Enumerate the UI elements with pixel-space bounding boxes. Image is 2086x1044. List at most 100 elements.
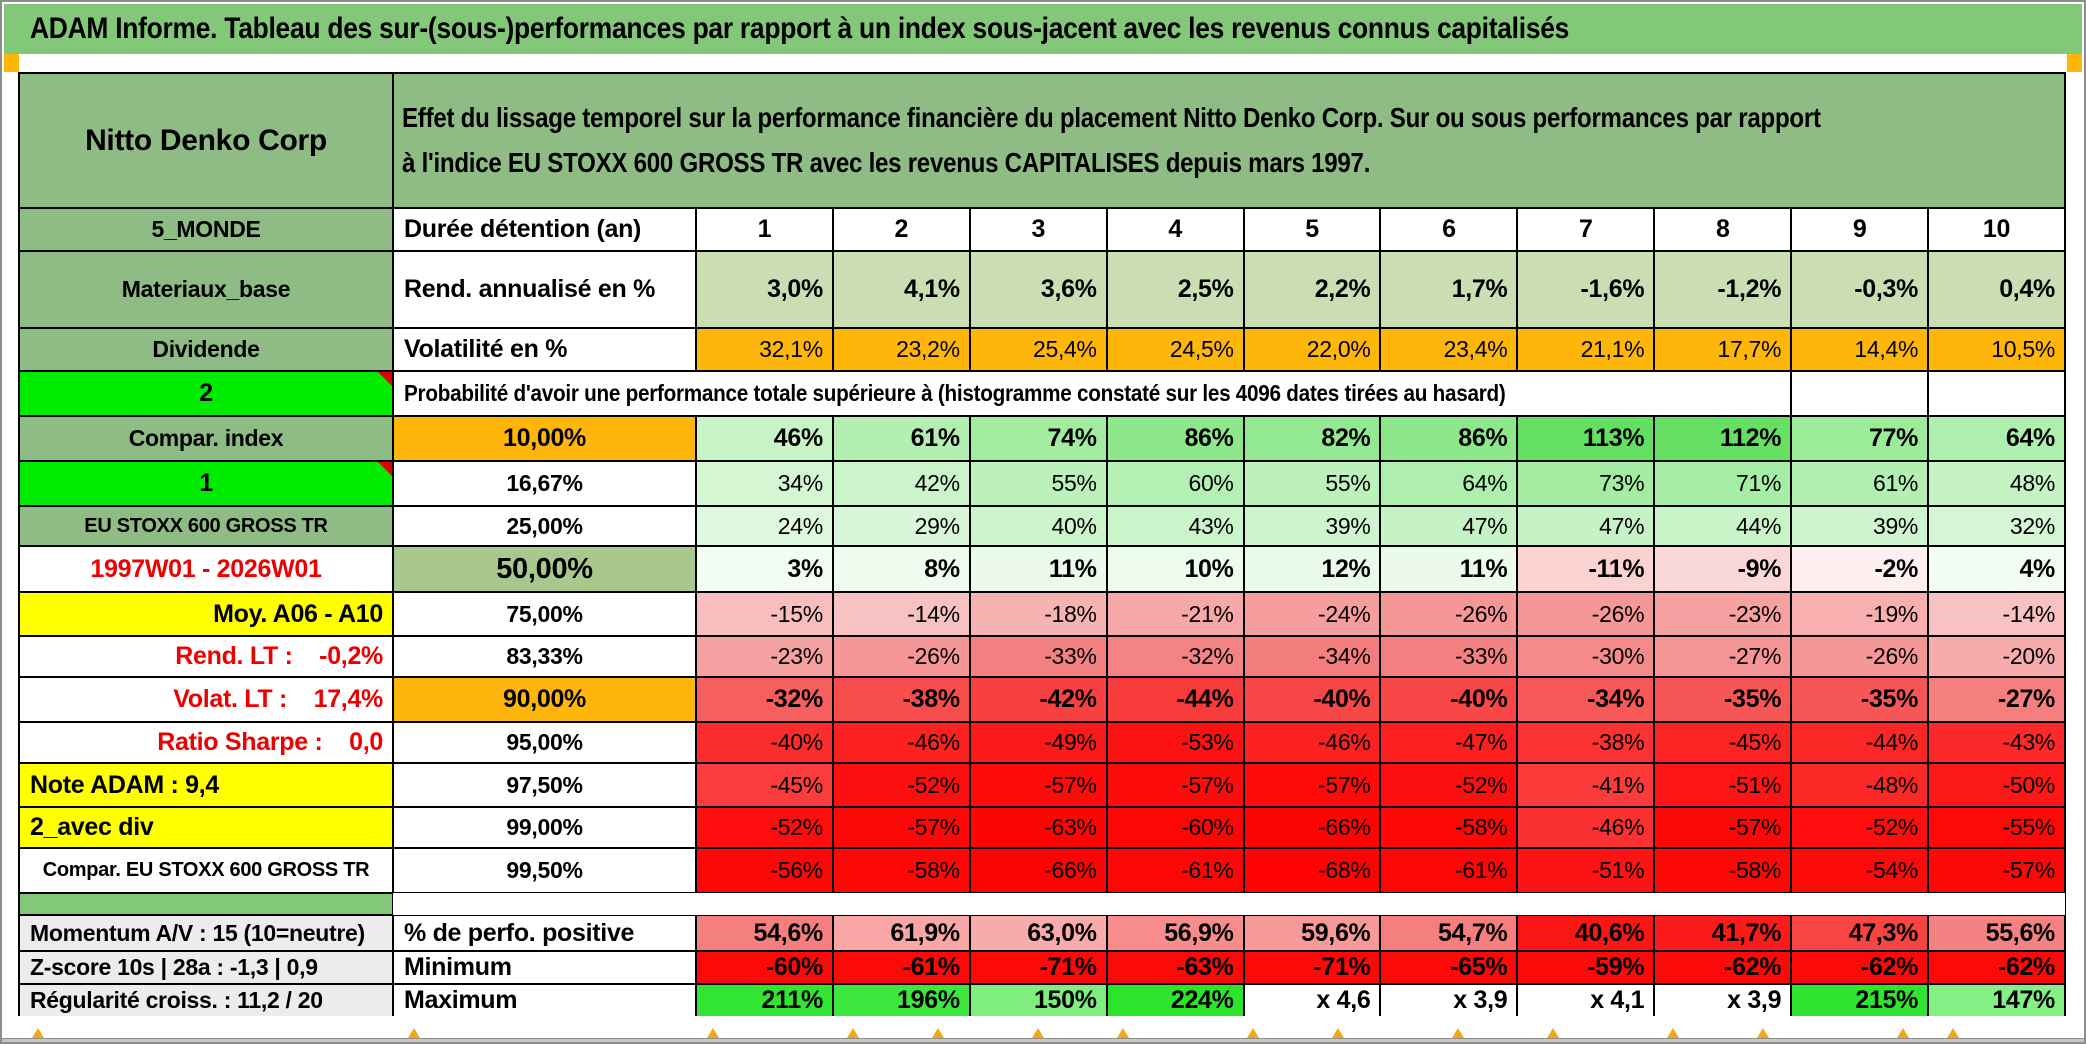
value-cell: -20% — [1928, 636, 2065, 677]
value-cell: 23,2% — [832, 328, 970, 371]
clipped-text-marker — [932, 1028, 944, 1038]
value-cell: 24,5% — [1106, 328, 1244, 371]
row-sublabel: 83,33% — [393, 636, 696, 677]
value-cell: -1,2% — [1654, 251, 1792, 328]
value-cell: 147% — [1928, 984, 2065, 1017]
value-cell: 4 — [1106, 208, 1244, 251]
value-cell: -14% — [1928, 592, 2065, 636]
value-cell: 86% — [1380, 416, 1518, 461]
value-cell: 11% — [969, 546, 1107, 592]
value-cell: -57% — [832, 807, 970, 848]
clipped-text-marker — [32, 1028, 44, 1038]
value-cell: -2% — [1791, 546, 1929, 592]
value-cell: 47,3% — [1791, 915, 1929, 951]
row-sublabel: 95,00% — [393, 722, 696, 763]
value-cell: -71% — [969, 951, 1107, 984]
value-cell: -51% — [1654, 763, 1792, 807]
clipped-text-marker — [707, 1028, 719, 1038]
value-cell: 2 — [832, 208, 970, 251]
table-row: 1997W01 - 2026W01 50,00% 3% 8% 11% 10% 12% 11% -… — [19, 546, 2065, 592]
value-cell: 1 — [696, 208, 833, 251]
value-cell: -46% — [1517, 807, 1655, 848]
value-cell: 2,5% — [1106, 251, 1244, 328]
value-cell: -1,6% — [1517, 251, 1655, 328]
value-cell: 9 — [1791, 208, 1929, 251]
security-name: Nitto Denko Corp — [19, 73, 393, 208]
clipped-text-marker — [1332, 1028, 1344, 1038]
value-cell: -26% — [1380, 592, 1518, 636]
value-cell: -33% — [969, 636, 1107, 677]
value-cell: 46% — [696, 416, 833, 461]
table-row: Nitto Denko Corp Effet du lissage tempore… — [19, 73, 2065, 208]
value-cell: 54,7% — [1380, 915, 1518, 951]
value-cell: -59% — [1517, 951, 1655, 984]
value-cell: 54,6% — [696, 915, 833, 951]
value-cell: -34% — [1517, 677, 1655, 722]
row-sublabel: 10,00% — [393, 416, 696, 461]
value-cell: 1,7% — [1380, 251, 1518, 328]
value-cell: -46% — [1243, 722, 1381, 763]
value-cell: -66% — [969, 848, 1107, 893]
value-cell: -18% — [969, 592, 1107, 636]
clipped-text-marker — [847, 1028, 859, 1038]
value-cell: 23,4% — [1380, 328, 1518, 371]
value-cell: -46% — [832, 722, 970, 763]
value-cell: -0,3% — [1791, 251, 1929, 328]
value-cell: -55% — [1928, 807, 2065, 848]
value-cell: 42% — [832, 461, 970, 506]
value-cell: 25,4% — [969, 328, 1107, 371]
value-cell: -60% — [696, 951, 833, 984]
performance-table: Nitto Denko Corp Effet du lissage tempore… — [18, 72, 2066, 1018]
value-cell: -57% — [1654, 807, 1792, 848]
value-cell: -23% — [696, 636, 833, 677]
value-cell: 74% — [969, 416, 1107, 461]
row-sublabel: 75,00% — [393, 592, 696, 636]
value-cell: -32% — [696, 677, 833, 722]
row-label: Moy. A06 - A10 — [19, 592, 393, 636]
value-cell: x 3,9 — [1380, 984, 1518, 1017]
value-cell: 48% — [1928, 461, 2065, 506]
value-cell: -35% — [1791, 677, 1929, 722]
value-cell: -63% — [1106, 951, 1244, 984]
row-sublabel: 99,00% — [393, 807, 696, 848]
value-cell: -38% — [832, 677, 970, 722]
value-cell: -15% — [696, 592, 833, 636]
table-row: Compar. EU STOXX 600 GROSS TR 99,50% -56% -… — [19, 848, 2065, 893]
title-bar: ADAM Informe. Tableau des sur-(sous-)per… — [4, 4, 2082, 54]
value-cell: x 4,1 — [1517, 984, 1655, 1017]
row-label: Momentum A/V : 15 (10=neutre) — [19, 915, 393, 951]
value-cell: -27% — [1928, 677, 2065, 722]
value-cell: 73% — [1517, 461, 1655, 506]
value-cell: 5 — [1243, 208, 1381, 251]
row-sublabel: Volatilité en % — [393, 328, 696, 371]
row-sublabel: % de perfo. positive — [393, 915, 696, 951]
value-cell: 61% — [832, 416, 970, 461]
value-cell: 4% — [1928, 546, 2065, 592]
value-cell: -9% — [1654, 546, 1792, 592]
row-label: 2 — [19, 371, 393, 416]
value-cell: -57% — [1928, 848, 2065, 893]
value-cell: 3% — [696, 546, 833, 592]
value-cell: 8 — [1654, 208, 1792, 251]
value-cell: -40% — [1243, 677, 1381, 722]
row-label: 1 — [19, 461, 393, 506]
value-cell: -62% — [1791, 951, 1929, 984]
value-cell: 29% — [832, 506, 970, 546]
row-sublabel: Durée détention (an) — [393, 208, 696, 251]
clipped-text-marker — [1117, 1028, 1129, 1038]
value-cell: 43% — [1106, 506, 1244, 546]
value-cell: 32% — [1928, 506, 2065, 546]
value-cell: -60% — [1106, 807, 1244, 848]
value-cell: 39% — [1791, 506, 1929, 546]
value-cell: -52% — [832, 763, 970, 807]
value-cell: -71% — [1243, 951, 1381, 984]
bottom-frame-bar — [2, 1038, 2084, 1042]
table-row: 2_avec div 99,00% -52% -57% -63% -60% -66% -58%… — [19, 807, 2065, 848]
value-cell: 196% — [832, 984, 970, 1017]
table-row: Ratio Sharpe : 0,0 95,00% -40% -46% -49% -53%… — [19, 722, 2065, 763]
table-row: Momentum A/V : 15 (10=neutre)% de perfo.… — [19, 915, 2065, 951]
value-cell: 64% — [1928, 416, 2065, 461]
value-cell: -26% — [1517, 592, 1655, 636]
value-cell: 211% — [696, 984, 833, 1017]
row-sublabel: Minimum — [393, 951, 696, 984]
